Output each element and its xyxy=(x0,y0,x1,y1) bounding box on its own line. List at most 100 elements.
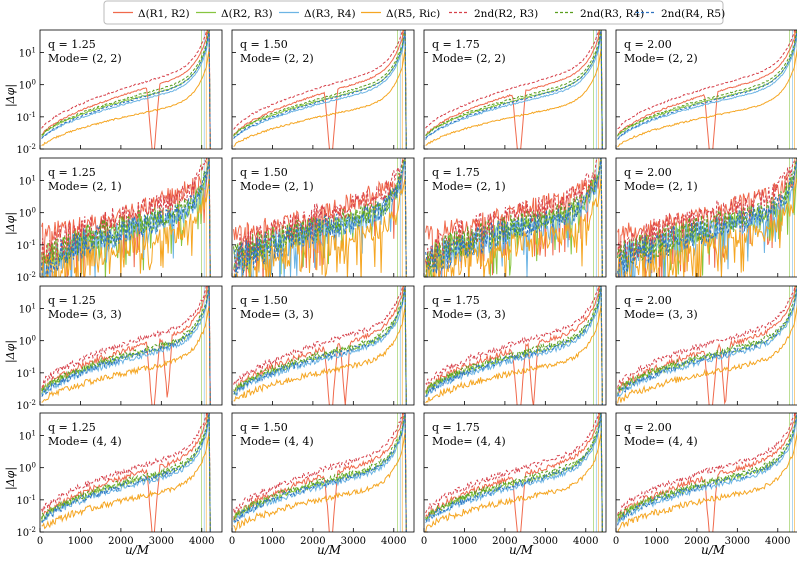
series-line xyxy=(41,33,211,149)
x-tick-label: 3000 xyxy=(149,536,174,547)
series-line xyxy=(425,413,603,532)
series-line xyxy=(617,30,797,130)
legend-label: 2nd(R4, R5) xyxy=(661,8,725,20)
series-line xyxy=(617,416,797,526)
y-axis-label: |Δφ| xyxy=(4,467,18,490)
x-tick-label: 0 xyxy=(421,536,427,547)
legend-label: Δ(R5, Ric) xyxy=(386,8,440,20)
mode-label: Mode= (4, 4) xyxy=(48,435,122,448)
series-line xyxy=(233,289,407,405)
series-line xyxy=(41,289,211,405)
series-line xyxy=(617,158,797,277)
q-label: q = 1.75 xyxy=(432,421,480,434)
x-tick-label: 2000 xyxy=(684,536,709,547)
y-tick-label: 101 xyxy=(19,47,36,60)
series-line xyxy=(425,286,603,405)
y-tick-label: 10-1 xyxy=(16,239,36,252)
series-line xyxy=(41,158,211,277)
x-tick-label: 1000 xyxy=(260,536,285,547)
y-tick-label: 10-1 xyxy=(16,367,36,380)
mode-label: Mode= (2, 1) xyxy=(48,180,122,193)
mode-label: Mode= (4, 4) xyxy=(240,435,314,448)
q-label: q = 1.75 xyxy=(432,38,480,51)
series-line xyxy=(425,413,603,532)
series-line xyxy=(233,33,407,149)
panel-frame xyxy=(615,285,797,406)
series-line xyxy=(41,286,211,405)
legend-label: Δ(R1, R2) xyxy=(138,8,190,20)
series-line xyxy=(233,416,407,532)
q-label: q = 1.25 xyxy=(48,38,96,51)
series-line xyxy=(41,49,211,149)
panel-frame xyxy=(39,285,223,406)
panel-grid: u/M u/M u/M u/M|Δφ||Δφ||Δφ||Δφ|10-210-11001… xyxy=(4,29,797,557)
series-line xyxy=(41,286,211,405)
panel-frame xyxy=(423,29,607,150)
x-tick-label: 3000 xyxy=(725,536,750,547)
x-tick-label: 4000 xyxy=(573,536,598,547)
y-tick-label: 100 xyxy=(19,79,36,92)
mode-label: Mode= (2, 1) xyxy=(432,180,506,193)
series-line xyxy=(41,30,211,149)
legend-label: Δ(R3, R4) xyxy=(304,8,356,20)
series-line xyxy=(233,413,407,532)
panel-frame xyxy=(423,157,607,278)
series-line xyxy=(233,158,407,277)
panel-frame xyxy=(615,29,797,150)
x-axis-label: u/M xyxy=(509,543,534,557)
x-tick-label: 0 xyxy=(613,536,619,547)
series-line xyxy=(425,286,603,405)
q-label: q = 2.00 xyxy=(624,294,672,307)
series-line xyxy=(41,30,211,149)
q-label: q = 1.50 xyxy=(240,38,288,51)
x-tick-label: 3000 xyxy=(533,536,558,547)
q-label: q = 1.25 xyxy=(48,166,96,179)
q-label: q = 1.75 xyxy=(432,294,480,307)
legend-frame xyxy=(103,0,724,25)
series-line xyxy=(617,286,797,395)
series-line xyxy=(425,286,603,405)
y-tick-label: 100 xyxy=(19,335,36,348)
y-tick-label: 10-1 xyxy=(16,494,36,507)
series-line xyxy=(41,416,211,532)
mode-label: Mode= (3, 3) xyxy=(240,308,314,321)
series-line xyxy=(233,286,407,405)
series-line xyxy=(425,413,603,532)
mode-label: Mode= (2, 2) xyxy=(432,52,506,65)
mode-label: Mode= (2, 1) xyxy=(624,180,698,193)
legend-label: Δ(R2, R3) xyxy=(221,8,273,20)
series-line xyxy=(617,289,797,398)
y-axis-label: |Δφ| xyxy=(4,84,18,107)
q-label: q = 1.25 xyxy=(48,294,96,307)
series-line xyxy=(41,305,211,405)
legend-label: 2nd(R3, R4) xyxy=(580,8,644,20)
series-line xyxy=(41,177,211,277)
panel-frame xyxy=(39,29,223,150)
series-line xyxy=(617,30,797,137)
series-line xyxy=(425,413,603,532)
x-tick-label: 1000 xyxy=(68,536,93,547)
series-line xyxy=(617,413,797,526)
q-label: q = 1.50 xyxy=(240,294,288,307)
series-line xyxy=(233,30,407,149)
series-line xyxy=(233,432,407,532)
y-tick-label: 10-2 xyxy=(16,271,36,284)
series-line xyxy=(425,33,603,149)
q-label: q = 1.50 xyxy=(240,421,288,434)
series-line xyxy=(233,158,407,277)
series-line xyxy=(425,158,603,277)
series-line xyxy=(233,286,407,405)
series-line xyxy=(233,413,407,532)
series-line xyxy=(41,30,211,149)
